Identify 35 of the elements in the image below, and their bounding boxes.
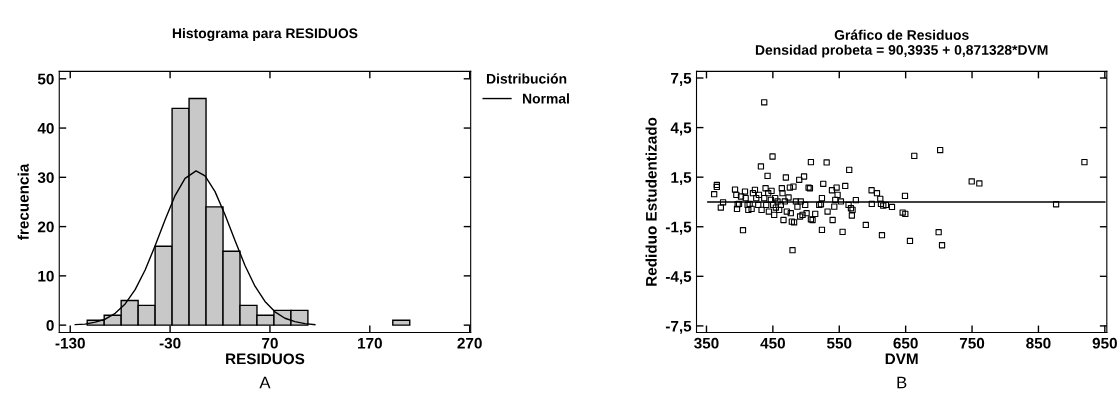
y-tick-label: 10	[38, 270, 54, 282]
x-tick-label: 850	[1026, 337, 1051, 349]
x-tick-label: 650	[893, 337, 918, 349]
y-tick-label: -1,5	[665, 221, 692, 235]
x-tick-label: -30	[159, 337, 181, 349]
x-tick-label: 70	[262, 337, 278, 349]
y-tick-label: 50	[37, 73, 54, 85]
y-tick-label: -4,5	[665, 271, 692, 285]
text: B	[897, 376, 907, 389]
legend-label: Normal	[523, 93, 569, 104]
x-tick-label: 950	[1092, 337, 1117, 349]
y-tick-label: 20	[37, 221, 54, 233]
text: A	[259, 376, 271, 389]
y-tick-label: 0	[46, 320, 54, 331]
x-tick-label: 170	[358, 337, 382, 349]
chart-title: Gráfico de Residuos	[834, 29, 969, 40]
y-tick-label: 4,5	[670, 122, 692, 136]
x-tick-label: 450	[760, 337, 785, 349]
x-tick-label: 350	[694, 337, 719, 349]
y-axis-title: Rediduo Estudentizado	[645, 117, 657, 286]
y-tick-label: 1,5	[671, 172, 692, 186]
chart-title: Histograma para RESIDUOS	[172, 28, 358, 42]
x-axis-title: RESIDUOS	[226, 353, 305, 365]
x-axis-title: DVM	[885, 353, 918, 365]
x-tick-label: 270	[457, 337, 482, 349]
y-tick-label: 30	[37, 172, 54, 184]
y-tick-label: 40	[37, 122, 54, 134]
legend-title: Distribución	[486, 73, 567, 84]
x-tick-label: 550	[826, 337, 852, 349]
x-tick-label: -130	[55, 337, 85, 349]
y-tick-label: -7,5	[665, 320, 692, 334]
x-tick-label: 750	[959, 337, 985, 349]
y-axis-title: frecuencia	[17, 163, 29, 240]
y-tick-label: 7,5	[671, 73, 692, 86]
chart-subtitle: Densidad probeta = 90,3935 + 0,871328*DVM	[755, 44, 1048, 58]
